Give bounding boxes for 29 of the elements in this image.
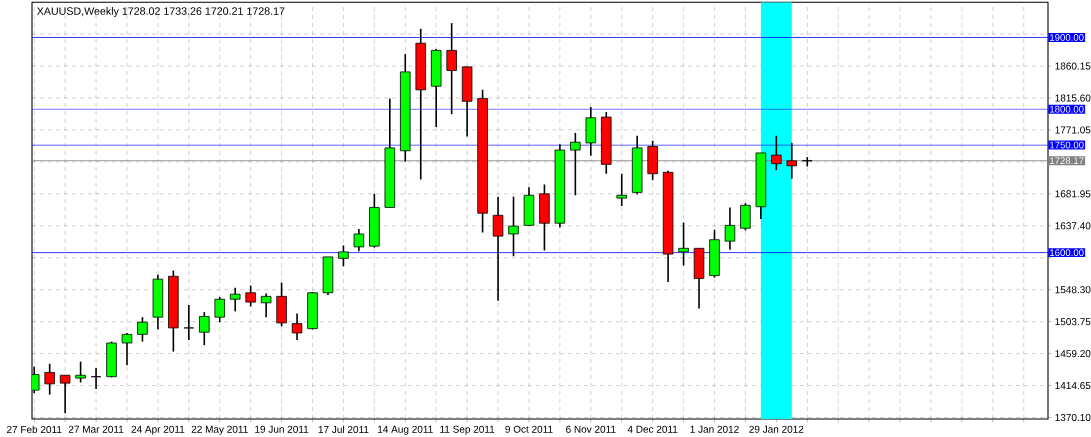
x-tick-label: 19 Jun 2011 bbox=[255, 425, 309, 433]
chart-title: XAUUSD,Weekly 1728.02 1733.26 1720.21 1728.17 bbox=[36, 7, 285, 17]
x-tick-label: 11 Sep 2011 bbox=[440, 425, 495, 435]
x-tick-label: 6 Nov 2011 bbox=[566, 425, 616, 433]
ref-line-label: 1800.00 bbox=[1050, 105, 1084, 113]
y-tick-label: 1370.10 bbox=[1055, 413, 1091, 422]
y-tick-label: 1637.40 bbox=[1055, 222, 1091, 230]
x-tick-label: 27 Feb 2011 bbox=[7, 425, 62, 434]
x-tick-label: 9 Oct 2011 bbox=[505, 425, 553, 433]
x-tick-label: 17 Jul 2011 bbox=[318, 425, 369, 434]
y-tick-label: 1815.60 bbox=[1055, 94, 1091, 102]
y-tick-label: 1503.75 bbox=[1055, 318, 1091, 326]
x-tick-label: 1 Jan 2012 bbox=[690, 425, 739, 433]
x-tick-label: 22 May 2011 bbox=[191, 425, 248, 435]
ref-line-label: 1600.00 bbox=[1050, 249, 1084, 257]
x-tick-label: 29 Jan 2012 bbox=[749, 425, 804, 433]
x-tick-label: 24 Apr 2011 bbox=[131, 425, 185, 435]
ref-line-label: 1900.00 bbox=[1050, 34, 1084, 41]
x-tick-label: 4 Dec 2011 bbox=[627, 425, 678, 433]
x-tick-label: 27 Mar 2011 bbox=[68, 425, 124, 433]
y-tick-label: 1860.15 bbox=[1055, 62, 1091, 70]
ref-line-label: 1750.00 bbox=[1050, 141, 1084, 149]
y-tick-label: 1459.20 bbox=[1055, 350, 1091, 358]
x-tick-label: 14 Aug 2011 bbox=[378, 425, 433, 435]
y-tick-label: 1771.05 bbox=[1055, 126, 1091, 134]
y-tick-label: 1414.65 bbox=[1055, 382, 1091, 390]
ref-line-label: 1728.17 bbox=[1050, 157, 1084, 165]
y-tick-label: 1548.30 bbox=[1055, 286, 1091, 294]
y-tick-label: 1681.95 bbox=[1055, 190, 1091, 198]
